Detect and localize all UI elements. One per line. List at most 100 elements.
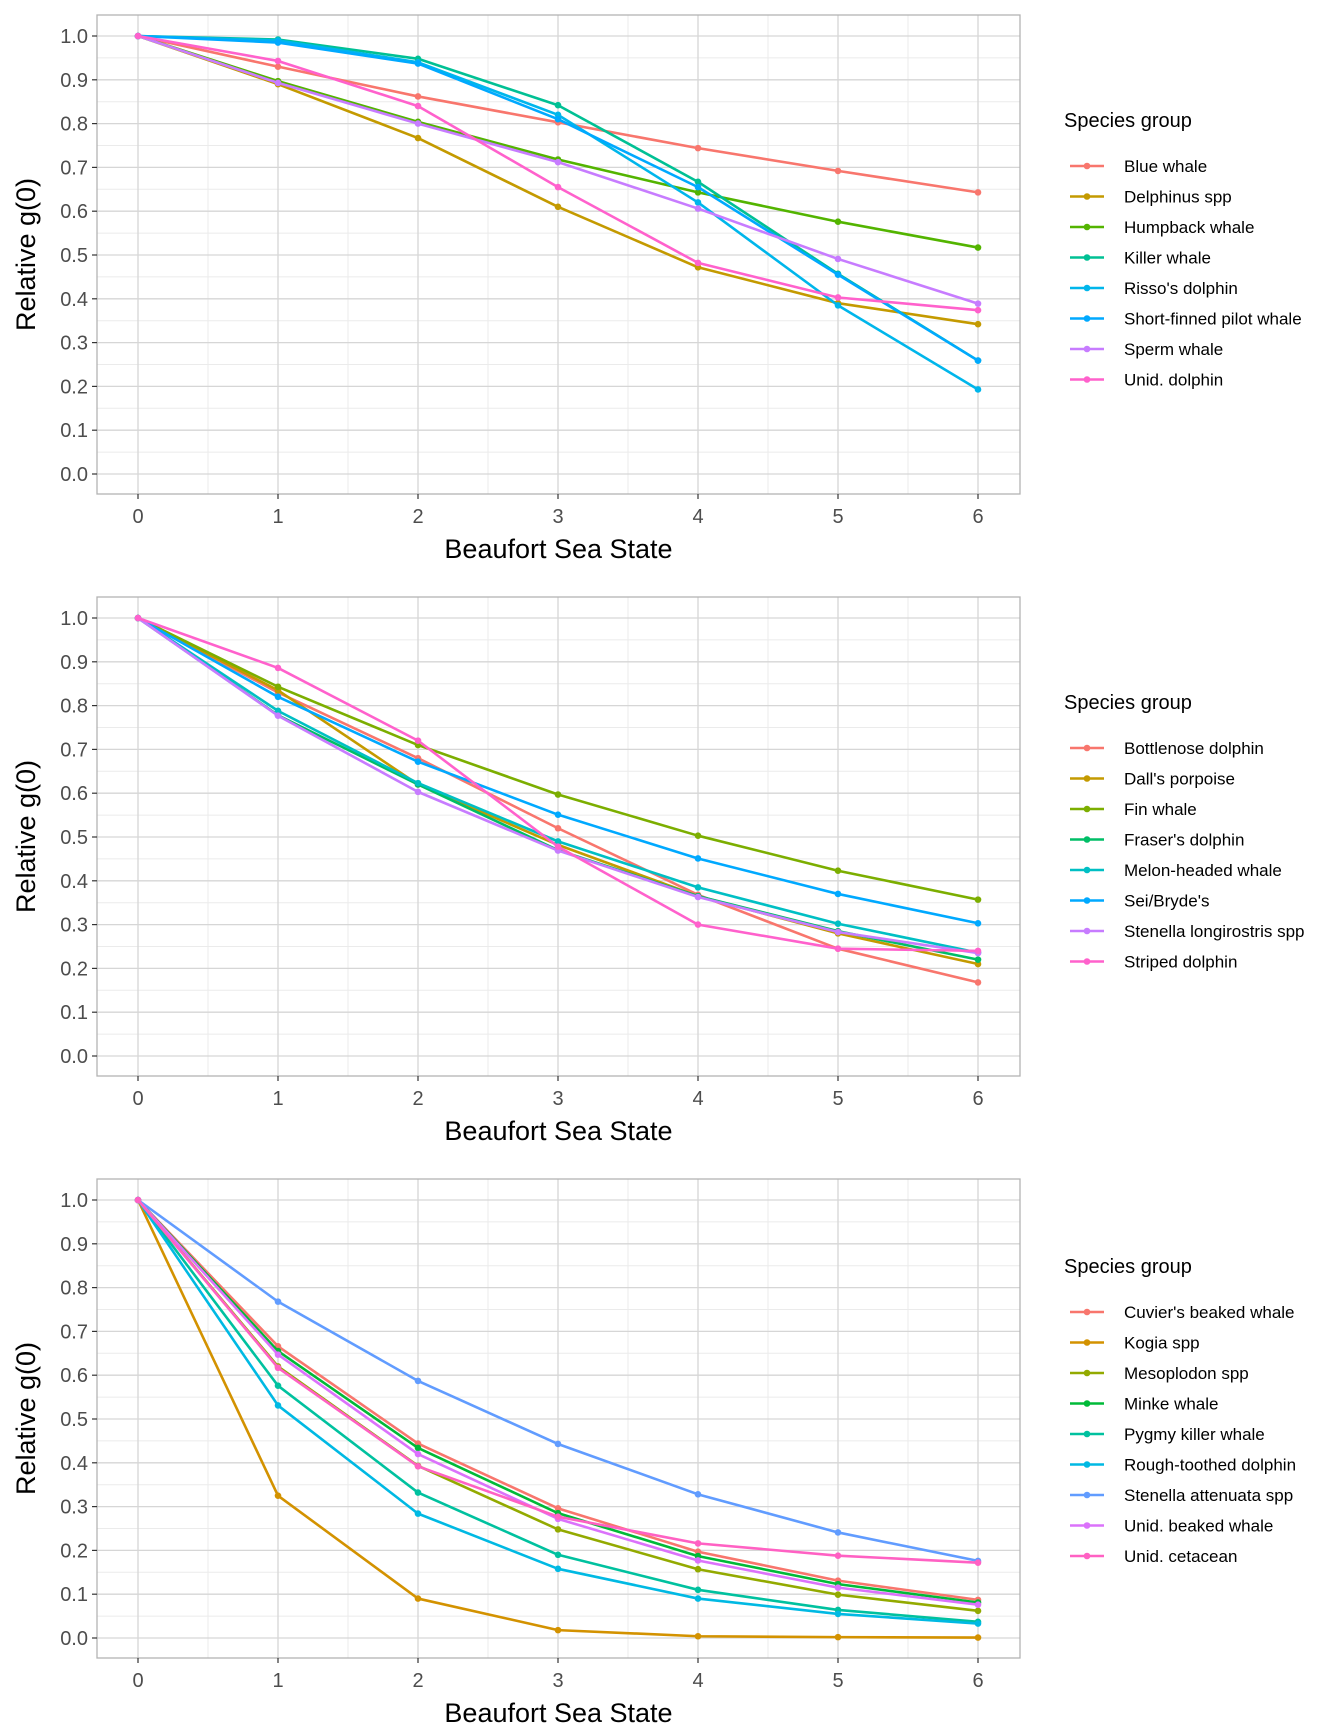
legend-label: Sperm whale (1124, 340, 1223, 359)
data-point (274, 1364, 282, 1372)
data-point (694, 893, 702, 901)
data-point (274, 1492, 282, 1499)
x-tick-label: 3 (552, 1670, 563, 1692)
legend-key-point (1083, 345, 1091, 353)
data-point (554, 824, 562, 832)
x-tick-label: 1 (272, 506, 283, 528)
legend-item: Short-finned pilot whale (1070, 310, 1302, 329)
x-tick-label: 2 (412, 506, 423, 528)
x-tick-label: 4 (692, 506, 703, 528)
data-point (694, 189, 702, 196)
data-point (274, 39, 282, 46)
legend-label: Humpback whale (1124, 218, 1254, 237)
legend-key-point (1083, 1522, 1091, 1529)
data-point (554, 101, 562, 109)
legend-key-point (1083, 1369, 1091, 1377)
data-point (554, 1551, 562, 1559)
data-point (554, 158, 562, 166)
data-point (974, 947, 982, 955)
legend-item: Striped dolphin (1070, 953, 1237, 972)
data-point (974, 244, 982, 251)
legend-label: Melon-headed whale (1124, 861, 1282, 880)
legend-item: Sei/Bryde's (1070, 892, 1209, 911)
y-tick-label: 0.7 (60, 739, 88, 761)
x-tick-label: 6 (972, 506, 983, 528)
data-point (554, 838, 562, 845)
legend-item: Unid. beaked whale (1070, 1517, 1273, 1536)
legend-item: Rough-toothed dolphin (1070, 1456, 1296, 1475)
legend-label: Stenella attenuata spp (1124, 1486, 1293, 1505)
data-point (274, 707, 282, 715)
data-point (834, 1610, 842, 1618)
data-point (274, 1382, 282, 1390)
x-tick-label: 5 (832, 1670, 843, 1692)
data-point (554, 115, 562, 123)
data-point (134, 614, 142, 622)
data-point (974, 896, 982, 903)
y-tick-label: 0.2 (60, 1540, 88, 1562)
data-point (274, 63, 282, 70)
data-point (974, 956, 982, 963)
legend-label: Short-finned pilot whale (1124, 310, 1302, 329)
legend-key-point (1083, 775, 1091, 782)
y-tick-label: 0.4 (60, 289, 88, 311)
x-tick-label: 1 (272, 1088, 283, 1110)
legend-label: Stenella longirostris spp (1124, 922, 1304, 941)
data-point (974, 1607, 982, 1615)
data-point (974, 300, 982, 307)
chart-panel-3: 0.0 0.1 0.2 0.3 0.4 0.5 0.6 0.7 0.8 0.9 1.0 0 1 2 3 4 5 6… (11, 1178, 1296, 1728)
data-point (274, 1298, 282, 1305)
data-point (694, 921, 702, 928)
data-point (414, 102, 422, 110)
legend-label: Delphinus spp (1124, 188, 1232, 207)
data-point (694, 205, 702, 212)
legend-label: Unid. dolphin (1124, 371, 1223, 390)
y-tick-label: 0.0 (60, 1628, 88, 1650)
legend-label: Sei/Bryde's (1124, 892, 1209, 911)
legend-key-point (1083, 958, 1091, 965)
y-tick-label: 0.9 (60, 1234, 88, 1256)
data-point (834, 255, 842, 263)
data-point (694, 1540, 702, 1547)
legend-item: Unid. dolphin (1070, 371, 1223, 390)
y-tick-label: 0.3 (60, 1497, 88, 1519)
data-point (834, 1584, 842, 1591)
data-point (414, 758, 422, 765)
y-tick-label: 0.3 (60, 915, 88, 937)
data-point (414, 1595, 422, 1602)
y-tick-label: 0.8 (60, 696, 88, 718)
legend-key-point (1083, 223, 1091, 231)
legend-label: Killer whale (1124, 249, 1211, 268)
y-tick-label: 0.1 (60, 1584, 88, 1606)
data-point (834, 271, 842, 279)
y-tick-label: 0.6 (60, 1365, 88, 1387)
legend-key-point (1083, 927, 1091, 935)
y-tick-label: 0.5 (60, 827, 88, 849)
legend-key-point (1083, 866, 1091, 874)
legend: Species group Cuvier's beaked whale Kogia … (1064, 1256, 1296, 1566)
x-tick-label: 5 (832, 506, 843, 528)
legend-label: Blue whale (1124, 157, 1207, 176)
legend-key-point (1083, 1400, 1091, 1407)
legend-item: Mesoplodon spp (1070, 1364, 1249, 1383)
data-point (414, 93, 422, 100)
y-tick-label: 0.1 (60, 420, 88, 442)
data-point (414, 1510, 422, 1517)
legend-label: Unid. beaked whale (1124, 1517, 1273, 1536)
data-point (134, 32, 142, 40)
data-point (974, 979, 982, 986)
legend-key-point (1083, 744, 1091, 752)
data-point (694, 1565, 702, 1573)
data-point (414, 1463, 422, 1470)
legend-item: Fraser's dolphin (1070, 831, 1244, 850)
legend-label: Dall's porpoise (1124, 770, 1235, 789)
y-tick-label: 1.0 (60, 26, 88, 48)
data-point (554, 1565, 562, 1573)
data-point (834, 294, 842, 301)
chart-panel-1: 0.0 0.1 0.2 0.3 0.4 0.5 0.6 0.7 0.8 0.9 1.0 0 1 2 3 4 5 6… (11, 14, 1302, 564)
series-8 (134, 614, 982, 955)
data-point (274, 1351, 282, 1358)
data-point (694, 1557, 702, 1564)
data-point (834, 867, 842, 875)
